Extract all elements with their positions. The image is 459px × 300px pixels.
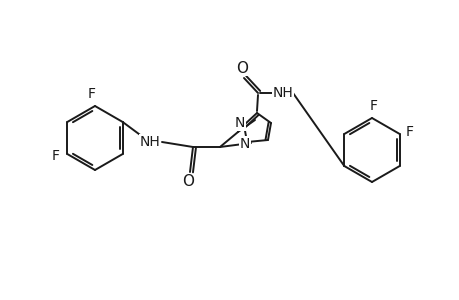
Text: N: N bbox=[142, 135, 153, 149]
Text: N: N bbox=[239, 137, 250, 151]
Text: O: O bbox=[235, 61, 247, 76]
Text: N: N bbox=[234, 116, 245, 130]
Text: O: O bbox=[182, 175, 194, 190]
Text: F: F bbox=[88, 87, 96, 101]
Text: NH: NH bbox=[272, 86, 293, 100]
Text: F: F bbox=[51, 149, 59, 163]
Text: F: F bbox=[369, 99, 377, 113]
Text: F: F bbox=[405, 125, 413, 139]
Text: NH: NH bbox=[140, 135, 160, 149]
Text: H: H bbox=[150, 136, 159, 148]
